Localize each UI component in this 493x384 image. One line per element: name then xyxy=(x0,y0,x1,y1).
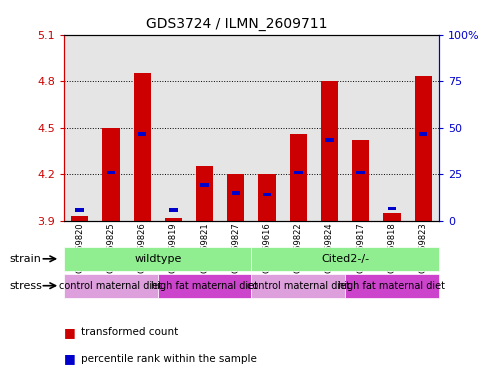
Bar xyxy=(169,208,177,212)
Text: high fat maternal diet: high fat maternal diet xyxy=(338,281,446,291)
Bar xyxy=(258,174,276,221)
Bar xyxy=(75,208,84,212)
Bar xyxy=(376,35,408,221)
Bar xyxy=(282,35,314,221)
Bar xyxy=(415,76,432,221)
Bar xyxy=(325,138,334,142)
Bar xyxy=(263,193,271,196)
Bar xyxy=(138,132,146,136)
Text: GDS3724 / ILMN_2609711: GDS3724 / ILMN_2609711 xyxy=(146,17,327,31)
Text: control maternal diet: control maternal diet xyxy=(60,281,162,291)
Bar xyxy=(251,247,439,271)
Text: ■: ■ xyxy=(64,326,76,339)
Text: wildtype: wildtype xyxy=(134,254,181,264)
Bar xyxy=(71,216,88,221)
Text: ■: ■ xyxy=(64,353,76,366)
Bar xyxy=(232,191,240,195)
Bar xyxy=(408,35,439,221)
Bar xyxy=(64,274,158,298)
Bar xyxy=(95,35,127,221)
Bar xyxy=(196,167,213,221)
Bar xyxy=(158,274,251,298)
Text: transformed count: transformed count xyxy=(81,327,178,337)
Bar xyxy=(419,132,427,136)
Bar xyxy=(321,81,338,221)
Bar xyxy=(345,35,376,221)
Bar xyxy=(220,35,251,221)
Bar xyxy=(352,140,369,221)
Bar xyxy=(200,184,209,187)
Bar xyxy=(127,35,158,221)
Text: percentile rank within the sample: percentile rank within the sample xyxy=(81,354,257,364)
Bar xyxy=(345,274,439,298)
Text: control maternal diet: control maternal diet xyxy=(247,281,350,291)
Bar xyxy=(251,274,345,298)
Bar xyxy=(64,247,251,271)
Bar xyxy=(356,171,365,174)
Text: stress: stress xyxy=(10,281,43,291)
Bar xyxy=(189,35,220,221)
Bar xyxy=(384,213,400,221)
Text: strain: strain xyxy=(10,254,42,264)
Bar xyxy=(106,171,115,174)
Bar xyxy=(227,174,245,221)
Text: Cited2-/-: Cited2-/- xyxy=(321,254,369,264)
Bar xyxy=(103,127,119,221)
Bar xyxy=(387,207,396,210)
Bar xyxy=(134,73,151,221)
Bar xyxy=(165,218,182,221)
Bar xyxy=(158,35,189,221)
Bar xyxy=(294,171,303,174)
Bar xyxy=(290,134,307,221)
Bar xyxy=(64,35,95,221)
Bar xyxy=(314,35,345,221)
Text: high fat maternal diet: high fat maternal diet xyxy=(151,281,258,291)
Bar xyxy=(251,35,282,221)
